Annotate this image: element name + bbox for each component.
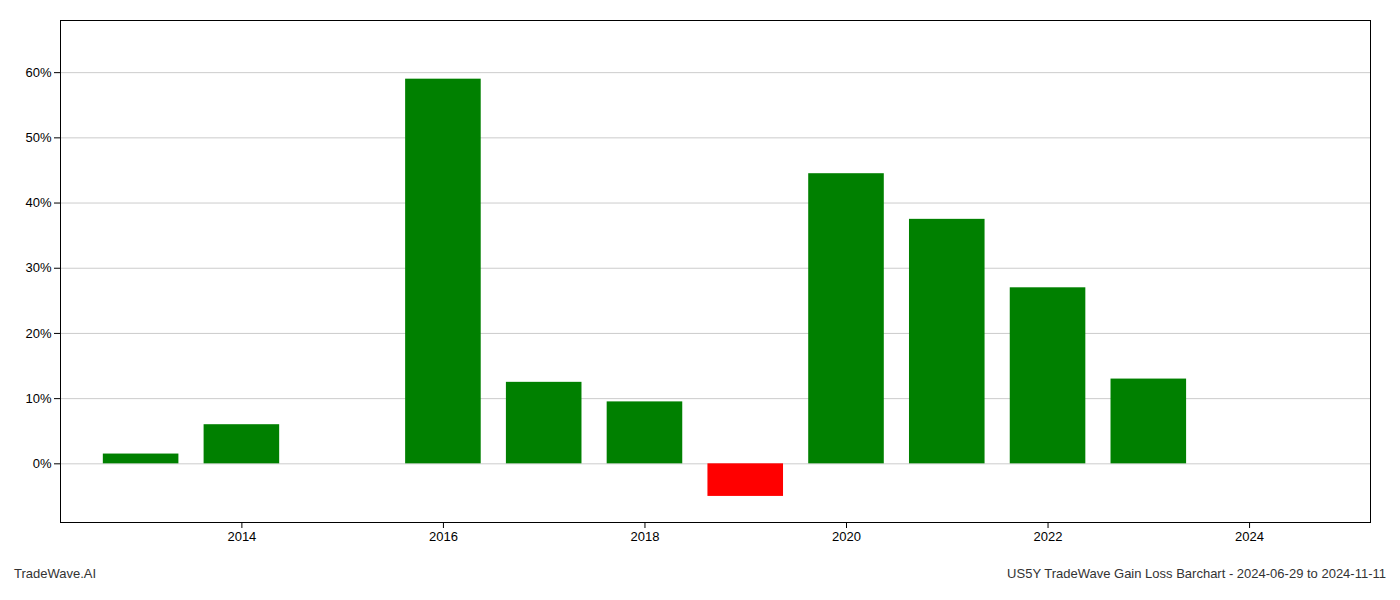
svg-text:2022: 2022	[1034, 529, 1063, 544]
svg-text:2018: 2018	[631, 529, 660, 544]
html-text:TradeWave.AI: TradeWave.AI	[14, 566, 97, 581]
svg-text:20%: 20%	[25, 326, 51, 341]
svg-text:0%: 0%	[33, 456, 52, 471]
svg-text:2016: 2016	[429, 529, 458, 544]
svg-text:2024: 2024	[1235, 529, 1264, 544]
svg-text:40%: 40%	[25, 195, 51, 210]
svg-text:60%: 60%	[25, 65, 51, 80]
svg-text:30%: 30%	[25, 260, 51, 275]
svg-text:50%: 50%	[25, 130, 51, 145]
html-text:US5Y TradeWave Gain Loss Barch: US5Y TradeWave Gain Loss Barchart - 2024…	[1007, 566, 1386, 581]
svg-text:2014: 2014	[227, 529, 256, 544]
svg-text:10%: 10%	[25, 391, 51, 406]
svg-text:2020: 2020	[832, 529, 861, 544]
